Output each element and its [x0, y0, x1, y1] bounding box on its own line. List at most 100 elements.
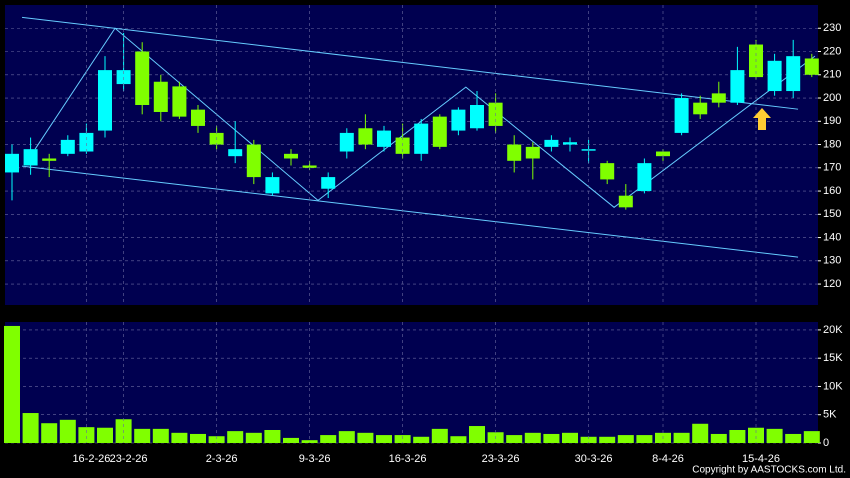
y-tick-label: 15K	[823, 352, 843, 364]
candle-body	[246, 144, 261, 178]
y-tick-label: 0	[823, 437, 829, 449]
volume-bar	[376, 435, 392, 443]
candle-body	[525, 146, 540, 159]
x-tick-label: 2-3-26	[206, 453, 238, 465]
y-tick-label: 5K	[823, 409, 837, 421]
x-tick-label: 30-3-26	[575, 453, 613, 465]
candle-body	[79, 132, 94, 152]
candle-body	[674, 98, 689, 133]
candle-body	[302, 165, 317, 168]
candle-body	[563, 142, 577, 145]
trend-line	[21, 16, 799, 110]
volume-bar	[599, 436, 616, 443]
candle-body	[135, 51, 150, 105]
y-tick-label: 220	[823, 45, 841, 57]
volume-bar	[562, 432, 578, 443]
candle-body	[265, 177, 280, 194]
volume-bar	[301, 440, 318, 443]
volume-bar	[134, 428, 151, 443]
x-tick-label: 23-3-26	[482, 453, 520, 465]
candle-body	[544, 139, 559, 147]
price-panel	[5, 5, 818, 305]
candle-body	[618, 195, 633, 208]
volume-bar	[803, 431, 820, 443]
volume-bar	[41, 423, 58, 443]
y-tick-label: 120	[823, 278, 841, 290]
candle-body	[98, 70, 112, 131]
candle-body	[470, 105, 484, 129]
candle-body	[637, 163, 652, 192]
volume-bar	[450, 436, 467, 443]
candle-body	[191, 109, 205, 126]
volume-bar	[152, 428, 169, 443]
candle-body	[339, 132, 354, 152]
candle-body	[23, 149, 38, 166]
volume-bar	[506, 435, 523, 443]
y-tick-label: 180	[823, 138, 841, 150]
candle-body	[711, 93, 726, 103]
x-tick-label: 8-4-26	[652, 453, 684, 465]
volume-bar	[283, 437, 299, 443]
candle-body	[42, 158, 57, 161]
candle-body	[507, 144, 522, 161]
volume-bar	[636, 435, 653, 443]
volume-bar	[59, 419, 76, 443]
volume-bar	[357, 432, 374, 443]
y-tick-label: 20K	[823, 324, 843, 336]
y-tick-label: 210	[823, 69, 841, 81]
volume-bar	[729, 429, 746, 443]
y-tick-label: 170	[823, 162, 841, 174]
candle-body	[358, 128, 373, 145]
candle-body	[451, 109, 466, 131]
candle-body	[432, 116, 447, 147]
candle-body	[730, 70, 745, 103]
volume-bar	[785, 433, 802, 443]
volume-bar	[4, 325, 20, 443]
x-tick-label: 9-3-26	[299, 453, 331, 465]
volume-bar	[748, 427, 764, 443]
candle-body	[228, 149, 243, 157]
candle-body	[804, 58, 819, 75]
volume-panel	[5, 322, 818, 443]
y-tick-label: 230	[823, 22, 841, 34]
y-tick-label: 200	[823, 92, 841, 104]
x-tick-label: 23-2-26	[110, 453, 148, 465]
candle-body	[284, 153, 298, 159]
volume-bar	[524, 432, 541, 443]
y-tick-label: 150	[823, 208, 841, 220]
volume-bar	[208, 436, 225, 443]
volume-bar	[766, 428, 783, 443]
volume-bar	[543, 433, 560, 443]
candle-body	[656, 151, 670, 157]
y-tick-label: 140	[823, 231, 841, 243]
volume-bar	[580, 436, 597, 443]
candle-body	[153, 81, 168, 112]
candle-body	[172, 86, 187, 117]
arrow-marker	[753, 108, 771, 130]
candle-body	[321, 177, 336, 189]
volume-bar	[78, 427, 95, 443]
y-tick-label: 130	[823, 255, 841, 267]
volume-bar	[320, 435, 337, 443]
volume-bar	[227, 431, 244, 443]
x-tick-label: 16-3-26	[389, 453, 427, 465]
candle-body	[414, 123, 429, 154]
y-tick-label: 190	[823, 115, 841, 127]
volume-bar	[22, 413, 39, 443]
x-tick-label: 16-2-26	[72, 453, 110, 465]
volume-bar	[190, 433, 206, 443]
candle-body	[767, 60, 782, 92]
candle-body	[600, 163, 615, 180]
volume-bar	[338, 431, 355, 443]
volume-bar	[469, 426, 485, 443]
candle-body	[5, 153, 19, 173]
volume-bar	[617, 435, 634, 443]
copyright: Copyright by AASTOCKS.com Ltd.	[692, 465, 846, 476]
candle-body	[377, 130, 391, 147]
candle-body	[693, 102, 708, 115]
volume-bar	[264, 429, 281, 443]
volume-bar	[171, 432, 188, 443]
volume-bar	[394, 435, 411, 443]
y-tick-label: 160	[823, 185, 841, 197]
